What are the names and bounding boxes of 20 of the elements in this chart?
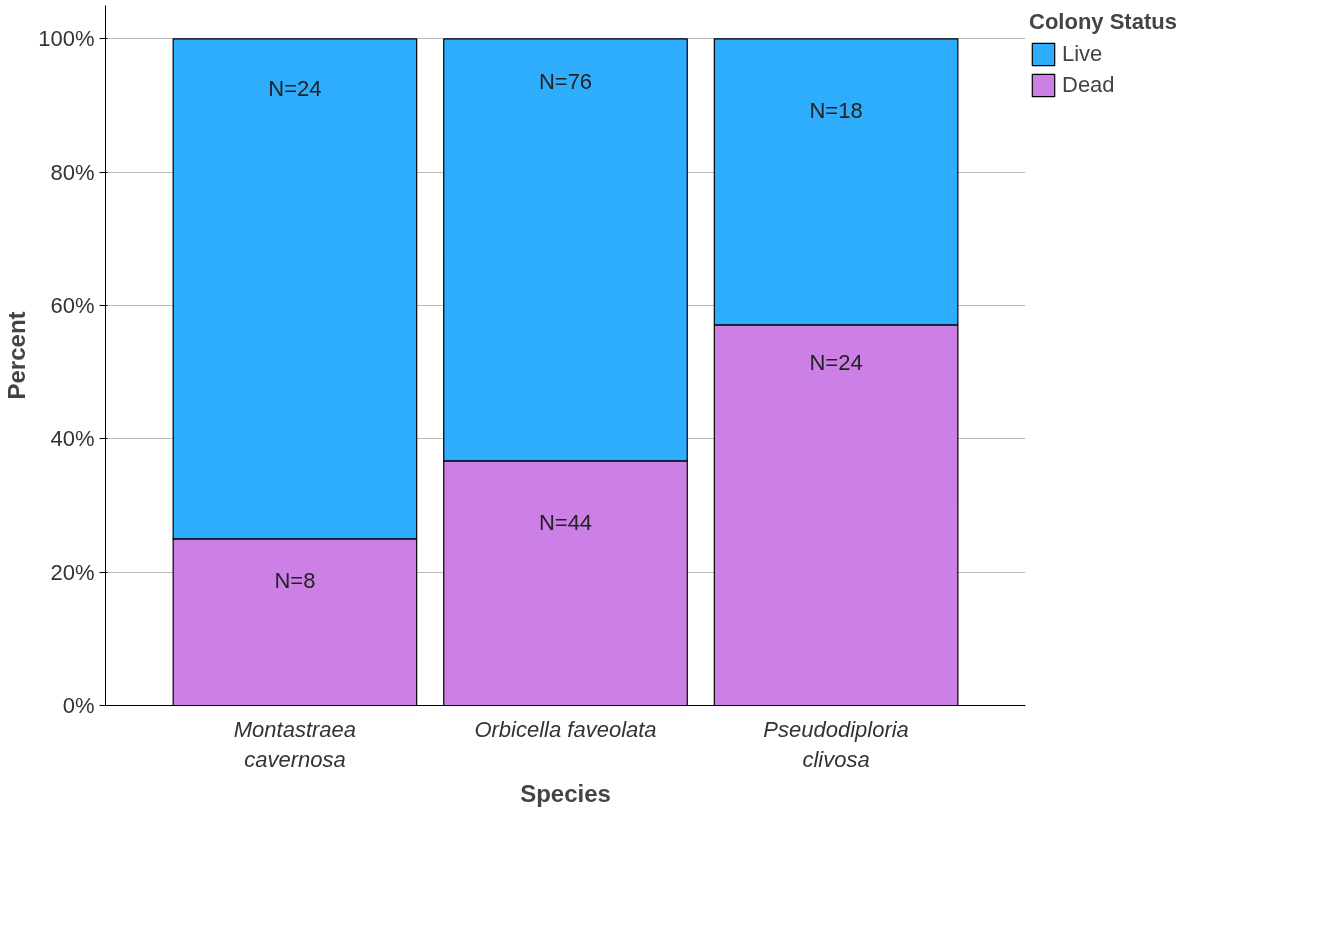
annotation: N=24: [268, 76, 322, 102]
annotation: N=76: [538, 68, 593, 94]
y-tick-label: 60%: [50, 293, 95, 318]
legend-label: Live: [1062, 41, 1103, 67]
y-tick-label: 0%: [62, 693, 95, 718]
x-tick-label: Orbicella faveolata: [474, 716, 657, 742]
y-axis-title: Percent: [3, 311, 31, 400]
annotation: N=18: [809, 97, 863, 123]
annotation: N=44: [538, 509, 593, 535]
y-tick-label: 20%: [50, 559, 95, 585]
legend-title: Colony Status: [1029, 9, 1177, 35]
y-tick-label: 100%: [38, 26, 95, 52]
annotation: N=8: [274, 568, 316, 593]
legend-label: Dead: [1062, 72, 1115, 98]
y-tick-label: 80%: [50, 159, 95, 185]
x-axis-title: Species: [520, 779, 611, 807]
y-tick-label: 40%: [50, 426, 95, 452]
annotation: N=24: [809, 350, 863, 376]
x-tick-label: Montastraea cavernosa: [233, 716, 357, 772]
x-tick-label: Pseudodiploria clivosa: [763, 716, 909, 772]
